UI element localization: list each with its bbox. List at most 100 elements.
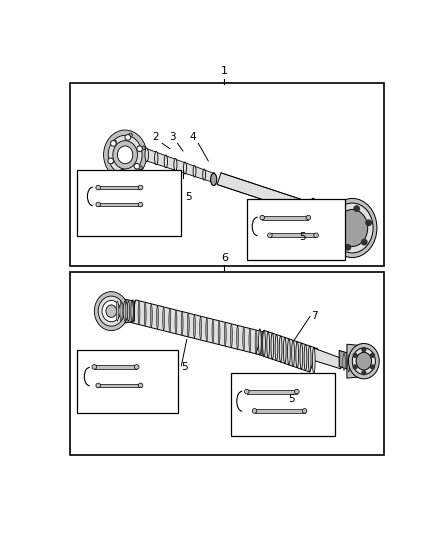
Bar <box>70 83 384 266</box>
Ellipse shape <box>321 204 323 223</box>
Bar <box>254 409 304 413</box>
Ellipse shape <box>296 342 299 368</box>
Circle shape <box>362 239 367 245</box>
Ellipse shape <box>279 336 282 362</box>
Ellipse shape <box>212 173 215 183</box>
Ellipse shape <box>337 209 367 246</box>
Ellipse shape <box>203 169 205 180</box>
Ellipse shape <box>184 162 187 174</box>
Ellipse shape <box>138 185 143 190</box>
Ellipse shape <box>174 158 177 171</box>
Polygon shape <box>256 330 318 372</box>
Ellipse shape <box>138 301 140 324</box>
Ellipse shape <box>211 173 217 185</box>
Polygon shape <box>331 203 358 253</box>
Ellipse shape <box>332 203 373 253</box>
Ellipse shape <box>288 339 290 365</box>
Circle shape <box>338 211 343 216</box>
Polygon shape <box>115 297 134 325</box>
Ellipse shape <box>348 355 350 372</box>
Polygon shape <box>304 198 336 226</box>
Circle shape <box>345 245 350 250</box>
Circle shape <box>120 169 125 175</box>
Ellipse shape <box>300 343 303 369</box>
Text: 7: 7 <box>311 311 318 321</box>
Ellipse shape <box>181 312 183 335</box>
Bar <box>70 272 384 455</box>
Ellipse shape <box>314 233 318 238</box>
Ellipse shape <box>206 318 208 341</box>
Ellipse shape <box>169 309 171 332</box>
Circle shape <box>138 147 141 150</box>
Ellipse shape <box>132 300 134 322</box>
Ellipse shape <box>120 301 122 321</box>
Ellipse shape <box>343 353 345 370</box>
Ellipse shape <box>356 352 371 370</box>
Ellipse shape <box>138 166 142 169</box>
Ellipse shape <box>306 215 311 220</box>
Ellipse shape <box>312 199 314 218</box>
Ellipse shape <box>141 146 145 150</box>
Ellipse shape <box>194 315 195 338</box>
Bar <box>98 203 141 206</box>
Ellipse shape <box>283 337 286 364</box>
Ellipse shape <box>164 155 167 168</box>
Text: 1: 1 <box>221 66 228 76</box>
Ellipse shape <box>124 301 126 321</box>
Text: 5: 5 <box>185 192 192 202</box>
Circle shape <box>333 230 339 236</box>
Ellipse shape <box>308 346 311 372</box>
Text: 5: 5 <box>181 361 188 372</box>
Circle shape <box>125 135 131 140</box>
Ellipse shape <box>117 146 133 164</box>
Ellipse shape <box>353 357 355 374</box>
Ellipse shape <box>113 141 138 169</box>
Ellipse shape <box>150 304 152 327</box>
Circle shape <box>135 165 138 168</box>
Ellipse shape <box>237 326 239 349</box>
Ellipse shape <box>162 308 165 330</box>
Circle shape <box>121 171 124 174</box>
Ellipse shape <box>145 148 148 161</box>
Ellipse shape <box>267 332 269 358</box>
Bar <box>94 365 137 369</box>
Circle shape <box>134 164 140 169</box>
Circle shape <box>353 365 357 369</box>
Ellipse shape <box>212 320 214 343</box>
Ellipse shape <box>312 348 315 374</box>
Polygon shape <box>339 350 358 372</box>
Text: 5: 5 <box>299 232 306 242</box>
Polygon shape <box>129 149 152 161</box>
Polygon shape <box>147 149 214 182</box>
Polygon shape <box>332 207 337 224</box>
Ellipse shape <box>317 202 319 220</box>
Ellipse shape <box>96 383 100 387</box>
Text: 4: 4 <box>190 132 196 142</box>
Ellipse shape <box>258 329 261 355</box>
Ellipse shape <box>138 202 143 207</box>
Ellipse shape <box>102 301 120 322</box>
Ellipse shape <box>224 322 226 346</box>
Ellipse shape <box>243 327 245 350</box>
Ellipse shape <box>94 292 128 330</box>
Ellipse shape <box>123 173 127 176</box>
Ellipse shape <box>155 151 158 165</box>
Bar <box>78 350 177 413</box>
Bar <box>78 170 181 236</box>
Bar <box>98 185 141 189</box>
Polygon shape <box>314 348 341 369</box>
Circle shape <box>371 353 374 357</box>
Polygon shape <box>130 300 265 354</box>
Ellipse shape <box>117 301 119 321</box>
Ellipse shape <box>131 301 133 321</box>
Ellipse shape <box>200 317 201 340</box>
Ellipse shape <box>255 330 257 353</box>
Ellipse shape <box>302 408 307 413</box>
Ellipse shape <box>96 202 100 207</box>
Circle shape <box>362 371 366 375</box>
Ellipse shape <box>244 389 249 394</box>
Ellipse shape <box>349 343 379 379</box>
Circle shape <box>366 220 371 225</box>
Ellipse shape <box>271 333 274 359</box>
Ellipse shape <box>193 165 196 177</box>
